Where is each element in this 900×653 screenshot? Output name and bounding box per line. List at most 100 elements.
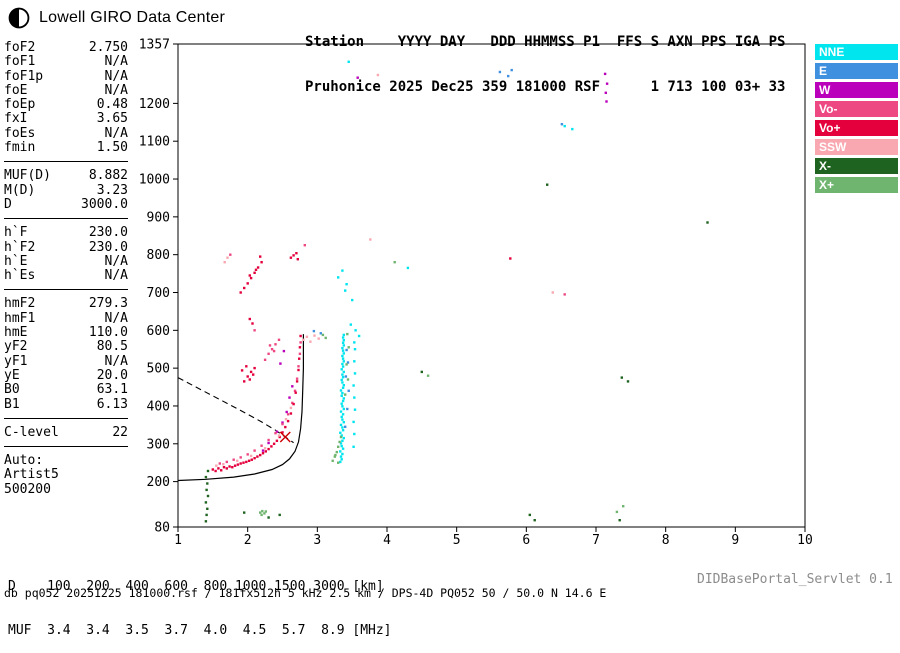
servlet-version-label: DIDBasePortal_Servlet 0.1 [697, 572, 893, 587]
readout-label: h`E [4, 253, 28, 269]
readout-label: C-level [4, 424, 59, 440]
auto-line: 500200 [4, 481, 51, 497]
readout-value: N/A [104, 268, 128, 284]
foF2-peak-marker [279, 431, 291, 443]
readout-label: foF2 [4, 40, 36, 55]
readout-value: 20.0 [96, 367, 128, 383]
logo-text: Lowell GIRO Data Center [39, 9, 226, 26]
x-tick-label: 1 [174, 533, 182, 548]
y-tick-label: 80 [154, 521, 170, 536]
panel-divider [4, 417, 128, 419]
record-status-line: db pq052 20251225 181000.rsf / 181fx512h… [4, 586, 607, 600]
readout-groups: foF2 2.750 foF1 N/A foF1p N/A foE N/A foEp 0.48 fx… [4, 40, 128, 448]
legend-label: NNE [819, 45, 845, 59]
plot-border [177, 43, 806, 528]
readout-row-yE: yE 20.0 [4, 367, 128, 383]
readout-row-MUFD: MUF(D) 8.882 [4, 168, 128, 184]
readout-value: 230.0 [88, 239, 128, 255]
legend-label: Vo- [819, 102, 838, 116]
readout-value: 2.750 [88, 40, 128, 55]
muf-frequency-row: MUF 3.4 3.4 3.5 3.7 4.0 4.5 5.7 8.9 [MHz… [8, 622, 392, 638]
readout-label: M(D) [4, 182, 36, 198]
panel-divider [4, 218, 128, 220]
auto-line: Artist5 [4, 467, 59, 483]
echo-series-X+ [259, 261, 625, 517]
lowell-globe-icon [8, 7, 30, 29]
muf-table: D 100 200 400 600 800 1000 1500 3000 [km… [8, 551, 392, 653]
x-tick-label: 9 [731, 533, 739, 548]
station-header-columns: Station YYYY DAY DDD HHMMSS P1 FFS S AXN… [305, 34, 786, 50]
readout-label: yE [4, 367, 20, 383]
readout-label: h`F [4, 225, 28, 241]
y-tick-label: 500 [147, 362, 170, 377]
y-tick-label: 1100 [139, 135, 170, 150]
x-tick-label: 8 [662, 533, 670, 548]
readout-row-B1: B1 6.13 [4, 396, 128, 412]
panel-divider [4, 446, 128, 448]
readout-value: 230.0 [88, 225, 128, 241]
ionogram-plot: 8020030040050060070080090010001100120013… [139, 38, 813, 549]
panel-divider [4, 289, 128, 291]
x-tick-label: 6 [522, 533, 530, 548]
muf-distance-row: D 100 200 400 600 800 1000 1500 3000 [km… [8, 579, 384, 594]
readout-value: 110.0 [88, 325, 128, 341]
readout-label: hmF1 [4, 310, 36, 326]
auto-section: Auto: Artist5 500200 [4, 453, 128, 497]
readout-label: B1 [4, 396, 20, 412]
readout-row-hmE: hmE 110.0 [4, 325, 128, 341]
readout-value: 8.882 [88, 168, 128, 184]
legend-item-W: W [815, 82, 898, 98]
x-tick-label: 2 [244, 533, 252, 548]
x-tick-label: 10 [797, 533, 813, 548]
readout-label: yF2 [4, 339, 28, 355]
station-header-values: Pruhonice 2025 Dec25 359 181000 RSF 1 71… [305, 79, 786, 95]
legend-item-Vo+: Vo+ [815, 120, 898, 136]
x-tick-label: 5 [453, 533, 461, 548]
profile-curve [177, 334, 304, 482]
lowell-logo: Lowell GIRO Data Center [8, 7, 225, 29]
panel-divider [4, 161, 128, 163]
readout-row-Clevel: C-level 22 [4, 424, 128, 440]
readout-row-hE: h`E N/A [4, 253, 128, 269]
readout-row-D: D 3000.0 [4, 197, 128, 212]
readout-label: h`Es [4, 268, 36, 284]
readout-value: N/A [104, 310, 128, 326]
readout-row-foF2: foF2 2.750 [4, 40, 128, 55]
readout-value: 3.23 [96, 182, 128, 198]
y-tick-label: 300 [147, 437, 170, 452]
y-tick-label: 700 [147, 286, 170, 301]
echo-series-SSW [215, 73, 554, 467]
readout-value: N/A [104, 253, 128, 269]
readout-label: foF1 [4, 54, 36, 70]
legend-item-SSW: SSW [815, 139, 898, 155]
readout-value: 1.50 [96, 140, 128, 156]
readout-value: 22 [112, 424, 128, 440]
y-tick-label: 1357 [139, 38, 170, 53]
legend-item-Vo-: Vo- [815, 101, 898, 117]
readout-label: fxI [4, 111, 28, 127]
readout-label: foF1p [4, 68, 44, 84]
readout-row-foF1p: foF1p N/A [4, 68, 128, 84]
legend-item-X+: X+ [815, 177, 898, 193]
legend: NNE E W Vo- Vo+ SSW X- X+ [815, 44, 898, 193]
readout-label: B0 [4, 382, 20, 398]
readout-row-hmF1: hmF1 N/A [4, 310, 128, 326]
legend-label: X+ [819, 178, 835, 192]
readout-label: hmF2 [4, 296, 36, 312]
readout-label: yF1 [4, 353, 28, 369]
readout-value: N/A [104, 54, 128, 70]
readout-row-yF2: yF2 80.5 [4, 339, 128, 355]
legend-label: X- [819, 159, 831, 173]
readout-row-hF: h`F 230.0 [4, 225, 128, 241]
readout-row-foF1: foF1 N/A [4, 54, 128, 70]
readout-row-fmin: fmin 1.50 [4, 140, 128, 156]
readout-label: fmin [4, 140, 36, 156]
legend-item-E: E [815, 63, 898, 79]
readout-label: foE [4, 82, 28, 98]
readout-row-yF1: yF1 N/A [4, 353, 128, 369]
legend-label: E [819, 64, 828, 78]
echo-series-W [261, 72, 609, 452]
readout-row-B0: B0 63.1 [4, 382, 128, 398]
y-tick-label: 200 [147, 475, 170, 490]
readout-value: N/A [104, 82, 128, 98]
